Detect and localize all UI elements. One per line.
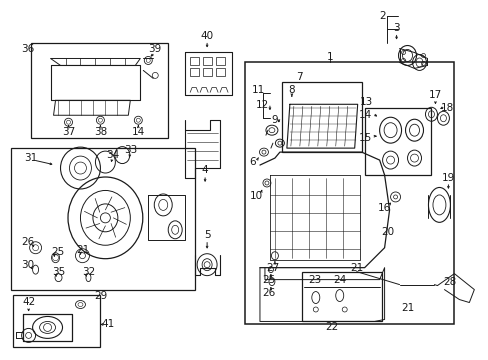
Text: 28: 28 bbox=[442, 276, 455, 287]
Text: 25: 25 bbox=[51, 247, 64, 257]
Text: 10: 10 bbox=[249, 191, 262, 201]
Text: 17: 17 bbox=[428, 90, 441, 100]
Text: 6: 6 bbox=[249, 157, 256, 167]
Text: 38: 38 bbox=[94, 127, 107, 137]
Text: 29: 29 bbox=[94, 291, 107, 301]
Bar bbox=[190, 58, 199, 66]
Text: 14: 14 bbox=[358, 110, 371, 120]
Text: 33: 33 bbox=[123, 145, 137, 155]
Text: 4: 4 bbox=[202, 165, 208, 175]
Text: 25: 25 bbox=[262, 275, 275, 285]
Text: 3: 3 bbox=[392, 23, 399, 33]
Bar bbox=[31, 42, 168, 138]
Text: 26: 26 bbox=[21, 237, 34, 247]
Text: 9: 9 bbox=[271, 115, 278, 125]
Text: 36: 36 bbox=[21, 44, 34, 54]
Text: 13: 13 bbox=[359, 97, 372, 107]
Text: 14: 14 bbox=[131, 127, 144, 137]
Text: 27: 27 bbox=[266, 263, 279, 273]
Text: 7: 7 bbox=[296, 72, 303, 82]
Bar bbox=[203, 58, 212, 66]
Bar bbox=[11, 148, 195, 289]
Bar bbox=[13, 294, 100, 347]
Text: 21: 21 bbox=[76, 245, 89, 255]
Bar bbox=[281, 82, 361, 152]
Text: 22: 22 bbox=[325, 323, 338, 332]
Text: 40: 40 bbox=[200, 31, 213, 41]
Text: 32: 32 bbox=[81, 267, 95, 276]
Bar bbox=[190, 68, 199, 76]
Text: 21: 21 bbox=[349, 263, 363, 273]
Bar bbox=[244, 62, 453, 324]
Bar bbox=[301, 272, 381, 321]
Text: 11: 11 bbox=[251, 85, 264, 95]
Text: 31: 31 bbox=[24, 153, 37, 163]
Text: 21: 21 bbox=[400, 302, 413, 312]
Bar bbox=[216, 68, 224, 76]
Text: 39: 39 bbox=[148, 44, 162, 54]
Text: 24: 24 bbox=[332, 275, 346, 285]
Text: 35: 35 bbox=[52, 267, 65, 276]
Text: 23: 23 bbox=[307, 275, 321, 285]
Text: 37: 37 bbox=[62, 127, 75, 137]
Text: 15: 15 bbox=[358, 133, 371, 143]
Text: 19: 19 bbox=[441, 173, 454, 183]
Bar bbox=[216, 58, 224, 66]
Text: 30: 30 bbox=[21, 260, 34, 270]
Text: 26: 26 bbox=[262, 288, 275, 298]
Text: 2: 2 bbox=[379, 11, 385, 21]
Text: 20: 20 bbox=[380, 227, 393, 237]
Text: 18: 18 bbox=[440, 103, 453, 113]
Text: 41: 41 bbox=[102, 319, 115, 329]
Text: 5: 5 bbox=[203, 230, 210, 240]
Text: 42: 42 bbox=[22, 297, 35, 306]
Text: 1: 1 bbox=[326, 53, 332, 63]
Text: 34: 34 bbox=[105, 150, 119, 160]
Bar bbox=[203, 68, 212, 76]
Text: 8: 8 bbox=[288, 85, 295, 95]
Text: 16: 16 bbox=[377, 203, 390, 213]
Bar bbox=[364, 108, 430, 175]
Text: 12: 12 bbox=[255, 100, 268, 110]
